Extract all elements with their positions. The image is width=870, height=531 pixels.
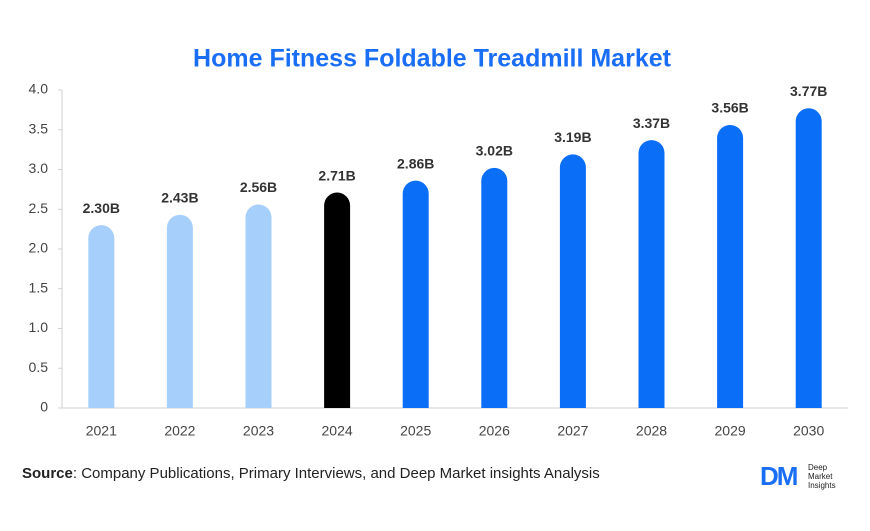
y-tick-label: 0.5: [29, 359, 49, 375]
x-tick-label: 2029: [715, 423, 746, 439]
y-tick-label: 0: [40, 399, 48, 415]
logo-text: Insights: [808, 481, 836, 490]
y-tick-label: 2.0: [29, 240, 49, 256]
source: Source: Company Publications, Primary In…: [22, 465, 600, 482]
y-tick-label: 3.0: [29, 160, 49, 176]
x-tick-label: 2026: [479, 423, 510, 439]
value-label: 2.71B: [318, 167, 355, 183]
y-tick-label: 4.0: [29, 81, 49, 97]
value-label: 3.77B: [790, 83, 827, 99]
chart-title: Home Fitness Foldable Treadmill Market: [193, 45, 672, 73]
value-label: 3.19B: [554, 129, 591, 145]
bar: [245, 204, 272, 408]
x-tick-label: 2028: [636, 423, 667, 439]
source-label: Source: [22, 465, 73, 482]
bar: [324, 192, 351, 408]
value-label: 3.37B: [633, 115, 670, 131]
x-tick-label: 2023: [243, 423, 274, 439]
logo-text: Deep: [808, 463, 828, 472]
bar: [88, 225, 115, 408]
y-tick-label: 3.5: [29, 120, 49, 136]
value-label: 2.30B: [83, 200, 120, 216]
logo-mark: DM: [760, 461, 797, 491]
bar: [638, 140, 665, 408]
bar: [559, 154, 586, 408]
y-tick-label: 2.5: [29, 200, 49, 216]
x-tick-label: 2021: [86, 423, 117, 439]
x-tick-label: 2024: [322, 423, 353, 439]
value-label: 2.86B: [397, 155, 434, 171]
x-tick-label: 2027: [557, 423, 588, 439]
x-tick-label: 2022: [164, 423, 195, 439]
bar: [717, 124, 744, 409]
bar: [481, 167, 508, 408]
x-tick-label: 2025: [400, 423, 431, 439]
x-tick-label: 2030: [793, 423, 824, 439]
value-label: 3.02B: [476, 143, 513, 159]
source-text: : Company Publications, Primary Intervie…: [73, 465, 600, 482]
value-label: 2.56B: [240, 179, 277, 195]
bar: [166, 214, 193, 408]
logo-text: Market: [808, 472, 833, 481]
value-label: 2.43B: [161, 190, 198, 206]
value-label: 3.56B: [711, 100, 748, 116]
y-tick-label: 1.0: [29, 319, 49, 335]
bar: [402, 180, 429, 408]
bar: [795, 108, 822, 408]
y-tick-label: 1.5: [29, 279, 49, 295]
